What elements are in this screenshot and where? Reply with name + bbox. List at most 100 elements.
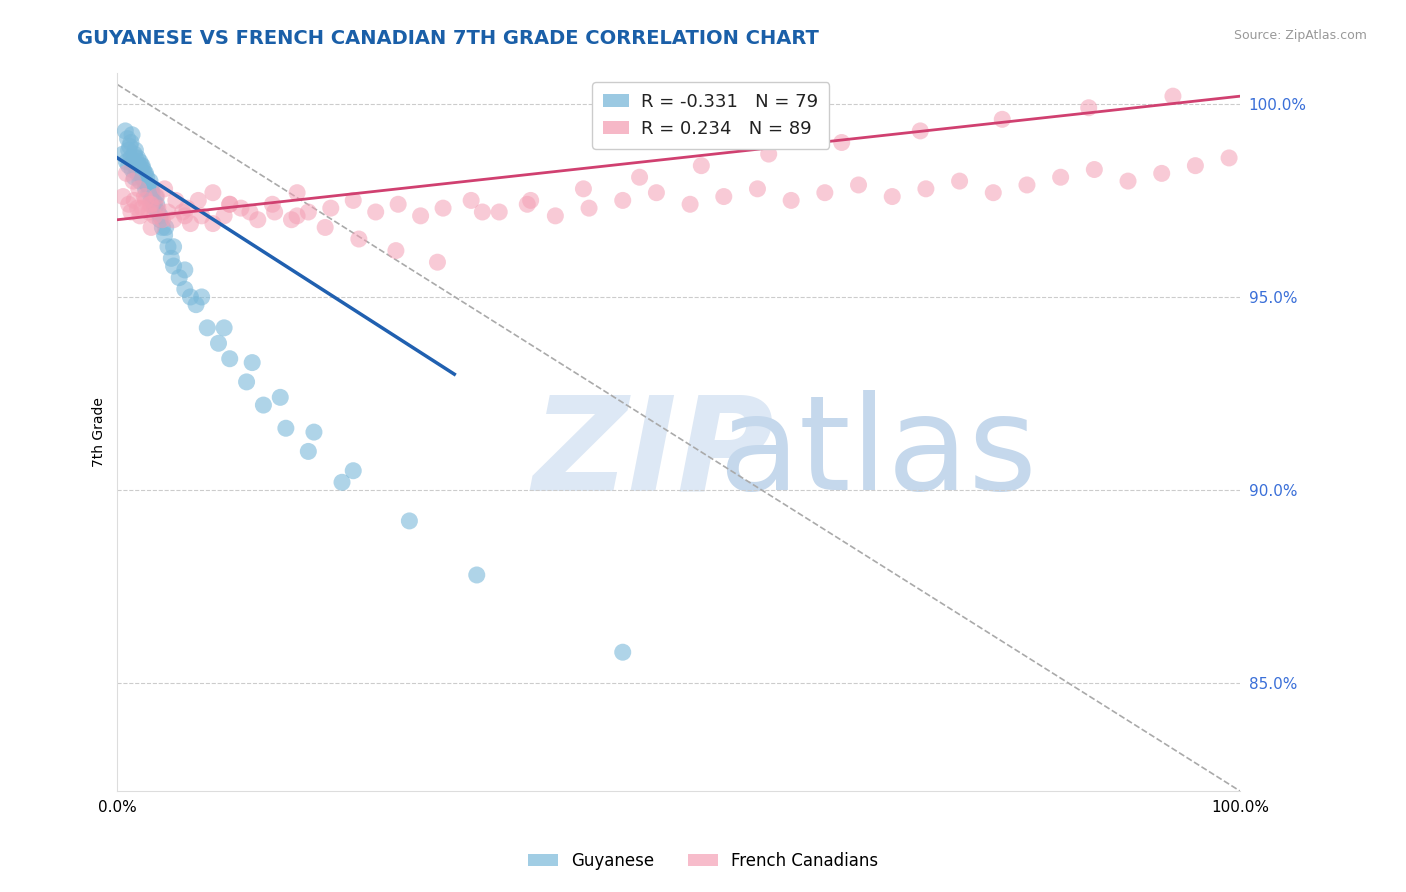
Point <box>139 197 162 211</box>
Point <box>176 201 198 215</box>
Point <box>112 147 135 161</box>
Point <box>488 205 510 219</box>
Point <box>149 212 172 227</box>
Legend: Guyanese, French Canadians: Guyanese, French Canadians <box>522 846 884 877</box>
Point <box>162 212 184 227</box>
Point <box>910 124 932 138</box>
Point <box>471 205 494 219</box>
Point <box>138 205 160 219</box>
Point <box>139 174 162 188</box>
Point <box>143 201 166 215</box>
Point <box>747 182 769 196</box>
Point <box>153 228 176 243</box>
Point <box>915 182 938 196</box>
Point <box>1218 151 1240 165</box>
Point <box>460 194 482 208</box>
Point <box>162 259 184 273</box>
Point <box>229 201 252 215</box>
Point <box>347 232 370 246</box>
Point <box>146 201 169 215</box>
Point <box>280 212 302 227</box>
Point <box>645 186 668 200</box>
Point <box>409 209 432 223</box>
Point <box>145 189 167 203</box>
Point <box>118 159 141 173</box>
Point <box>134 174 156 188</box>
Point <box>179 290 201 304</box>
Point <box>679 197 702 211</box>
Point <box>364 205 387 219</box>
Point <box>1116 174 1139 188</box>
Point <box>385 244 408 258</box>
Text: Source: ZipAtlas.com: Source: ZipAtlas.com <box>1233 29 1367 42</box>
Point <box>135 170 157 185</box>
Point <box>172 205 194 219</box>
Point <box>120 205 142 219</box>
Point <box>125 162 148 177</box>
Point <box>690 159 713 173</box>
Point <box>153 182 176 196</box>
Point <box>155 220 177 235</box>
Point <box>465 568 488 582</box>
Point <box>129 159 152 173</box>
Point <box>212 321 235 335</box>
Point <box>124 170 146 185</box>
Point <box>124 159 146 173</box>
Point <box>235 375 257 389</box>
Point <box>160 252 183 266</box>
Point <box>212 209 235 223</box>
Point <box>184 298 207 312</box>
Point <box>139 220 162 235</box>
Point <box>122 154 145 169</box>
Point <box>129 154 152 169</box>
Point <box>129 166 152 180</box>
Point <box>1083 162 1105 177</box>
Point <box>124 143 146 157</box>
Point <box>252 398 274 412</box>
Point <box>139 186 162 200</box>
Point <box>544 209 567 223</box>
Point <box>134 166 156 180</box>
Point <box>246 212 269 227</box>
Point <box>150 220 173 235</box>
Point <box>173 282 195 296</box>
Point <box>138 186 160 200</box>
Point <box>758 147 780 161</box>
Point <box>882 189 904 203</box>
Point <box>127 166 149 180</box>
Point <box>612 194 634 208</box>
Point <box>139 197 162 211</box>
Point <box>342 464 364 478</box>
Point <box>240 355 263 369</box>
Point <box>117 131 139 145</box>
Point <box>143 209 166 223</box>
Point <box>134 182 156 196</box>
Point <box>132 162 155 177</box>
Point <box>124 147 146 161</box>
Point <box>131 201 153 215</box>
Point <box>150 212 173 227</box>
Point <box>136 178 159 192</box>
Point <box>297 205 319 219</box>
Point <box>314 220 336 235</box>
Point <box>612 645 634 659</box>
Point <box>115 166 138 180</box>
Point <box>432 201 454 215</box>
Point <box>167 270 190 285</box>
Point <box>302 425 325 439</box>
Point <box>628 170 651 185</box>
Point <box>179 217 201 231</box>
Point <box>948 174 970 188</box>
Point <box>139 194 162 208</box>
Point <box>134 166 156 180</box>
Point <box>831 136 853 150</box>
Point <box>190 209 212 223</box>
Point <box>120 151 142 165</box>
Point <box>190 290 212 304</box>
Point <box>114 124 136 138</box>
Point <box>149 209 172 223</box>
Point <box>122 174 145 188</box>
Point <box>1150 166 1173 180</box>
Point <box>127 201 149 215</box>
Point <box>297 444 319 458</box>
